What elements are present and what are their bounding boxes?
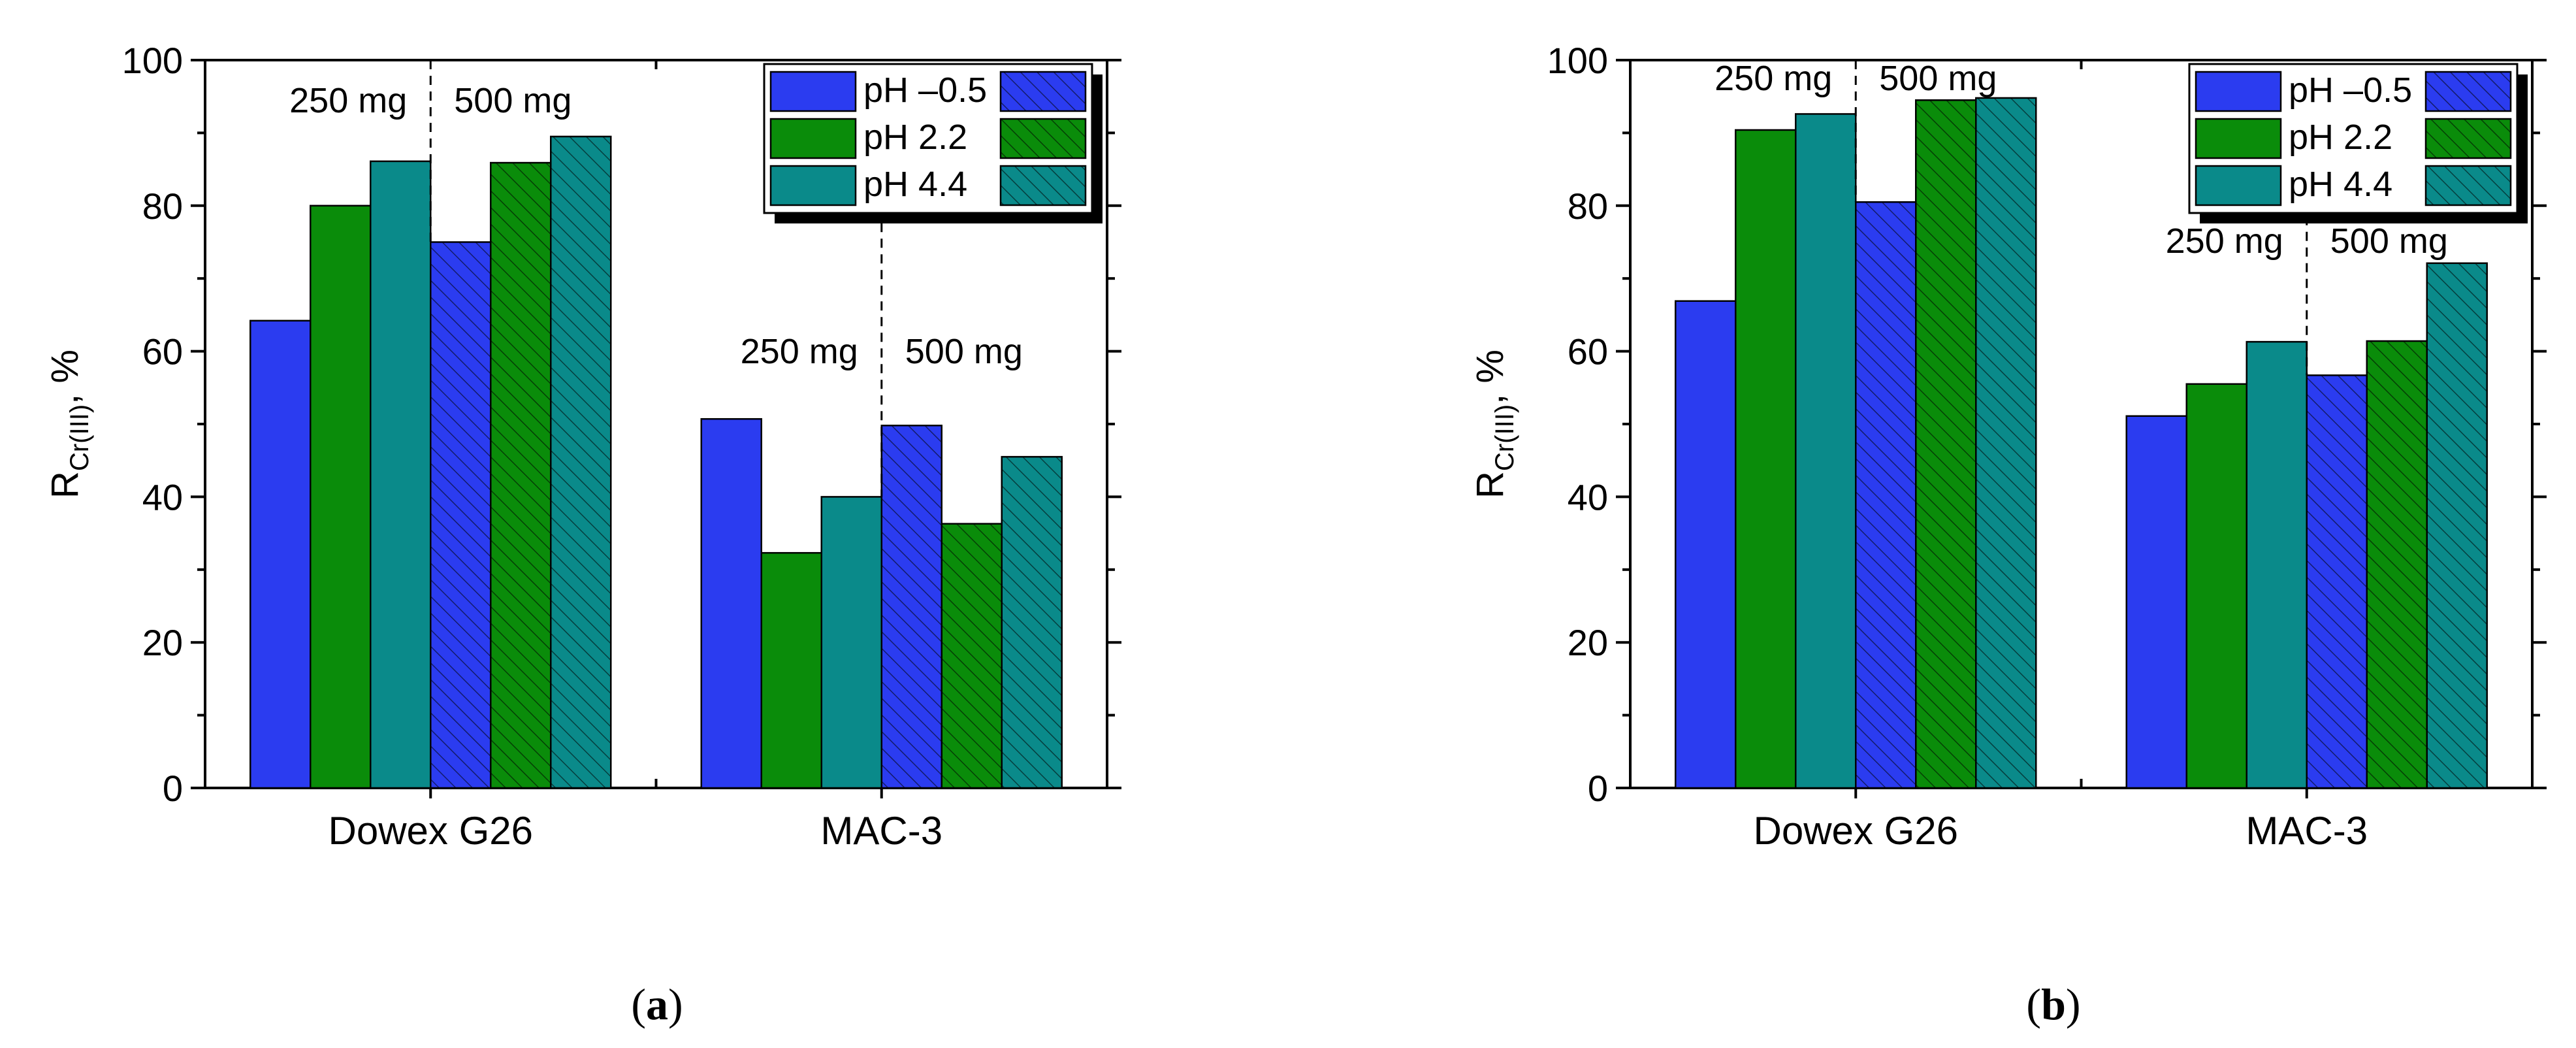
dose-label-250: 250 mg [2166, 221, 2283, 261]
y-tick-label: 20 [1568, 622, 1608, 663]
bar [1675, 300, 1737, 789]
y-tick-label: 0 [163, 768, 183, 809]
x-category-label: Dowex G26 [329, 809, 533, 853]
legend-swatch-hatch [1001, 72, 1086, 111]
dose-label-500: 500 mg [905, 332, 1023, 371]
legend: pH –0.5 pH 2.2 pH 4.4 [2188, 63, 2528, 223]
y-tick-label: 40 [1568, 476, 1608, 517]
bar-hatch [551, 136, 611, 789]
panel-label-close: ) [2066, 979, 2081, 1029]
dose-label-500: 500 mg [2330, 221, 2448, 261]
legend: pH –0.5 pH 2.2 pH 4.4 [763, 63, 1103, 223]
y-tick-label: 60 [1568, 331, 1608, 372]
legend-label: pH 4.4 [863, 165, 967, 204]
bar [310, 205, 372, 789]
legend-label: pH –0.5 [863, 71, 987, 110]
y-tick-label: 20 [142, 622, 183, 663]
panel-label: (b) [2026, 979, 2080, 1029]
panel-label-letter: a [646, 979, 668, 1029]
dose-label-500: 500 mg [454, 81, 572, 120]
legend-swatch-hatch [1001, 166, 1086, 205]
bar-hatch [430, 242, 491, 788]
legend-swatch [2195, 165, 2282, 206]
x-category-label: MAC-3 [2246, 809, 2368, 853]
legend-swatch [2195, 71, 2282, 112]
legend-swatch-hatch [2426, 72, 2511, 111]
bar [2246, 340, 2308, 789]
y-axis-label-suffix: , % [44, 350, 86, 404]
y-axis-label: RCr(III), % [44, 350, 94, 499]
bar [820, 496, 882, 789]
bar-hatch [2306, 375, 2367, 788]
panel-label-open: ( [631, 979, 646, 1029]
panel-b: 0 20 40 60 80 100 RCr(III), % Dowex G26 MAC-3 250… [1469, 40, 2547, 1029]
dose-label-500: 500 mg [1879, 59, 1997, 98]
bar [1795, 113, 1857, 789]
legend-swatch-hatch [2426, 119, 2511, 158]
bar [2125, 415, 2187, 789]
dose-label-250: 250 mg [741, 332, 858, 371]
bar-hatch [1856, 202, 1916, 789]
bar [2185, 383, 2247, 789]
bar-hatch [2366, 341, 2427, 788]
legend-swatch-hatch [1001, 119, 1086, 158]
panel-label-letter: b [2041, 979, 2066, 1029]
bar-hatch [881, 425, 942, 788]
legend-swatch [2195, 118, 2282, 159]
y-axis-label-sub: Cr(III) [1490, 404, 1519, 471]
y-axis-label-main: R [1469, 471, 1511, 499]
y-axis-label-sub: Cr(III) [65, 404, 94, 471]
bar-hatch [1976, 97, 2037, 789]
legend-label: pH 2.2 [863, 118, 967, 157]
bar-hatch [1001, 457, 1062, 788]
y-tick-label: 0 [1588, 768, 1608, 809]
bar-hatch [2426, 263, 2487, 788]
panel-label: (a) [631, 979, 683, 1029]
y-tick-label: 100 [122, 40, 183, 81]
panel-label-open: ( [2026, 979, 2041, 1029]
legend-swatch [769, 118, 857, 159]
panel-a: 0 20 40 60 80 100 RCr(III), % Dowex G26 MAC-3 250… [44, 40, 1121, 1029]
legend-label: pH 2.2 [2289, 118, 2392, 157]
bar [700, 418, 762, 789]
y-tick-label: 80 [1568, 186, 1608, 227]
y-tick-label: 80 [142, 186, 183, 227]
legend-label: pH 4.4 [2289, 165, 2392, 204]
panel-label-close: ) [668, 979, 683, 1029]
y-axis-label-suffix: , % [1469, 350, 1511, 404]
y-tick-label: 60 [142, 331, 183, 372]
x-category-label: MAC-3 [820, 809, 942, 853]
legend-label: pH –0.5 [2289, 71, 2412, 110]
legend-swatch [769, 71, 857, 112]
y-tick-label: 100 [1547, 40, 1608, 81]
bar-hatch [941, 523, 1002, 788]
bar-hatch [491, 163, 551, 789]
bar [1735, 129, 1797, 789]
bar [370, 160, 432, 789]
y-axis-label: RCr(III), % [1469, 350, 1519, 499]
x-category-label: Dowex G26 [1754, 809, 1958, 853]
legend-swatch [769, 165, 857, 206]
bar [250, 319, 312, 789]
dose-label-250: 250 mg [1715, 59, 1832, 98]
y-tick-label: 40 [142, 476, 183, 517]
y-axis-label-main: R [44, 471, 86, 499]
bar-hatch [1916, 100, 1976, 788]
bar [760, 551, 822, 789]
legend-swatch-hatch [2426, 166, 2511, 205]
dose-label-250: 250 mg [289, 81, 407, 120]
